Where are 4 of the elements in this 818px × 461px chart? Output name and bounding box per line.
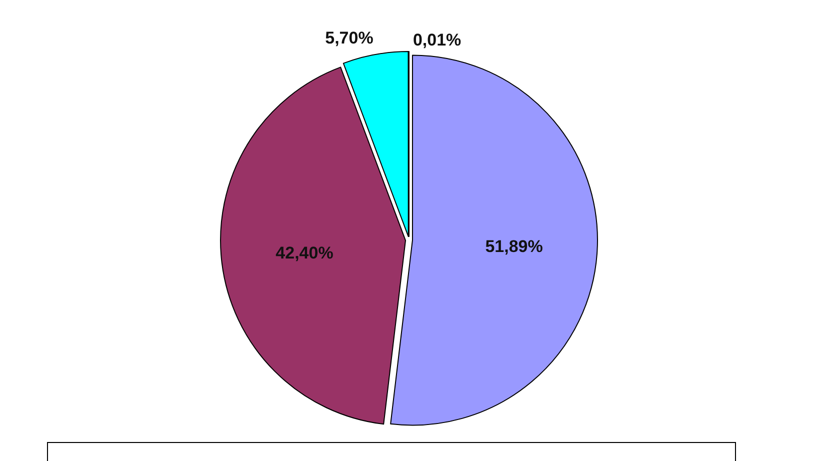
data-label: 0,01% <box>412 30 462 50</box>
data-label: 5,70% <box>325 28 374 48</box>
data-label: 51,89% <box>485 237 543 256</box>
data-label: 42,40% <box>276 244 334 263</box>
